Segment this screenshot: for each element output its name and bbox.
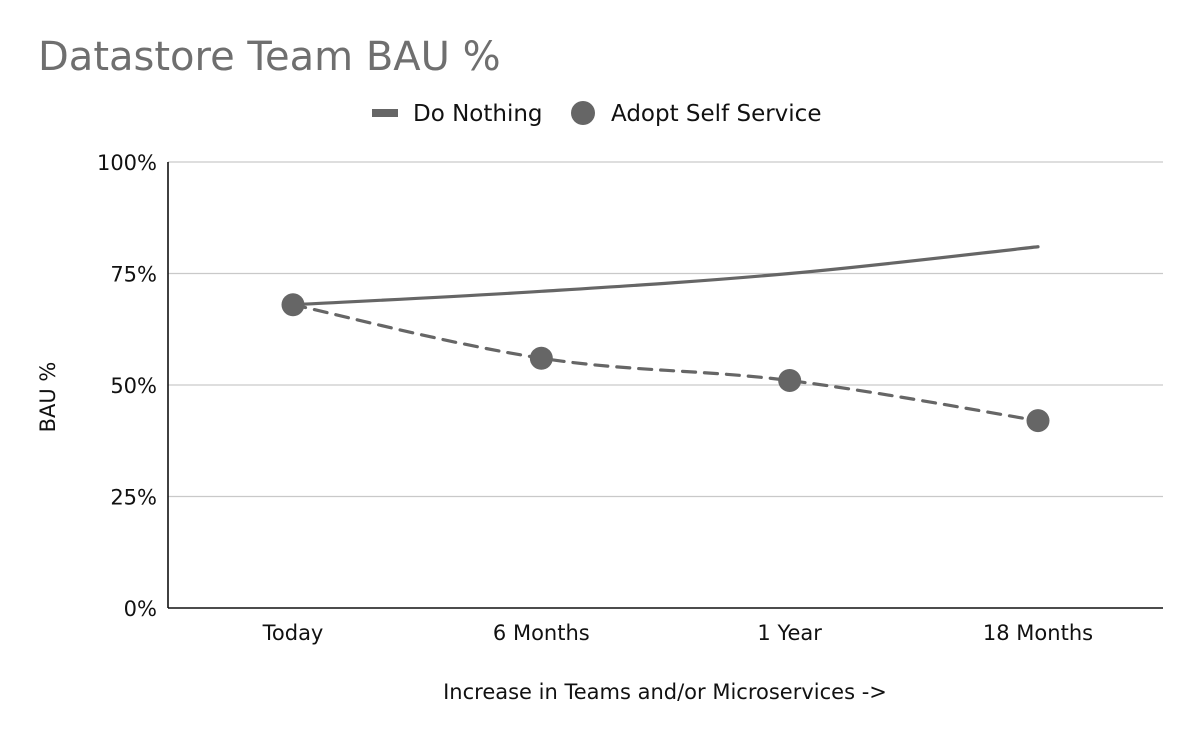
data-point-adopt-self-service-2 [778,369,802,393]
y-tick-label: 75% [110,263,157,287]
x-tick-label: 6 Months [493,621,590,645]
y-axis-ticks: 0% 25% 50% 75% 100% [97,151,157,621]
y-tick-label: 0% [124,597,157,621]
y-tick-label: 50% [110,374,157,398]
y-axis-title: BAU % [36,362,60,433]
x-tick-label: Today [262,621,324,645]
x-tick-label: 18 Months [983,621,1093,645]
legend-swatch-do-nothing [372,109,398,117]
x-tick-label: 1 Year [757,621,822,645]
legend-label-do-nothing: Do Nothing [413,101,543,127]
series-line-do-nothing [291,245,1040,307]
data-point-adopt-self-service-3 [1026,409,1050,433]
data-point-adopt-self-service-1 [529,346,553,370]
legend: Do Nothing Adopt Self Service [372,101,821,127]
x-axis-ticks: Today 6 Months 1 Year 18 Months [262,621,1093,645]
y-tick-label: 100% [97,151,157,175]
gridlines [168,161,1163,498]
x-axis-title: Increase in Teams and/or Microservices -… [443,680,887,704]
series-line-adopt-self-service [291,303,1040,423]
series-layer [281,245,1050,433]
data-point-adopt-self-service-0 [281,293,305,317]
chart-title: Datastore Team BAU % [38,34,501,80]
legend-label-adopt-self-service: Adopt Self Service [611,101,821,127]
legend-swatch-adopt-self-service [571,101,595,125]
y-tick-label: 25% [110,486,157,510]
